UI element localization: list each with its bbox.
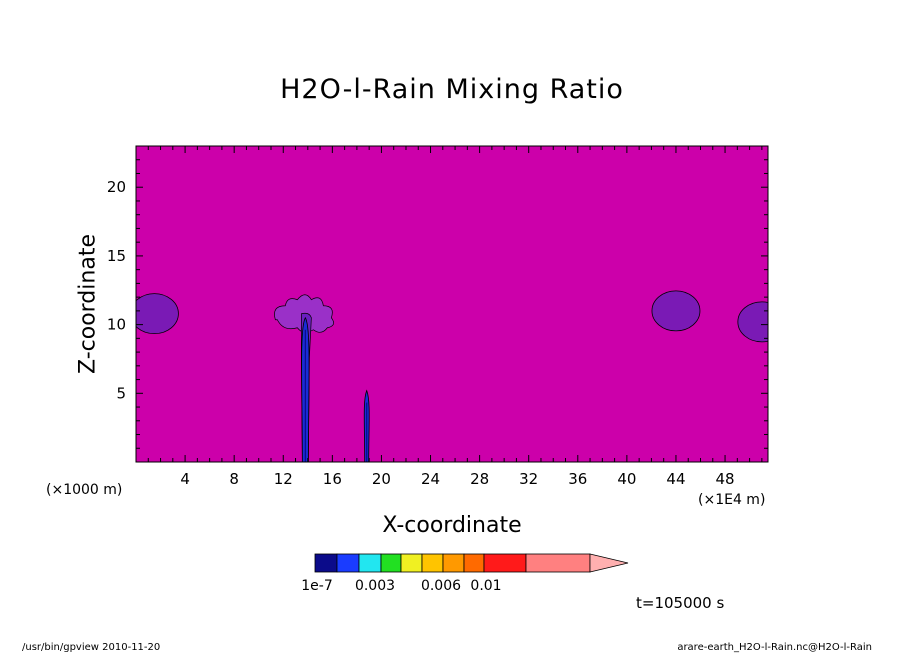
footer-right: arare-earth_H2O-l-Rain.nc@H2O-l-Rain [677,642,872,653]
chart-title: H2O-l-Rain Mixing Ratio [280,74,624,105]
x-unit-label: (×1000 m) [46,482,123,498]
x-tick-label: 40 [617,470,636,488]
y-tick-label: 20 [107,178,126,196]
colorbar-cell [421,553,444,573]
colorbar-cell [314,553,338,573]
x-tick-label: 12 [274,470,293,488]
colorbar-label: 0.003 [355,578,395,594]
x-tick-label: 24 [421,470,440,488]
y-axis-label: Z-coordinate [75,234,101,374]
plot-frame [135,145,769,463]
x-scale-note: (×1E4 m) [698,492,766,508]
x-tick-label: 36 [568,470,587,488]
colorbar-extension [589,553,629,573]
purple-blob-0 [136,293,179,335]
y-tick-label: 15 [107,247,126,265]
purple-blob-1 [651,290,701,332]
x-tick-label: 48 [716,470,735,488]
colorbar-cell [442,553,465,573]
purple-blob-2 [737,301,768,343]
x-tick-label: 44 [666,470,685,488]
footer-left: /usr/bin/gpview 2010-11-20 [22,642,161,653]
colorbar-cell [525,553,591,573]
y-tick-label: 10 [107,316,126,334]
x-axis-label: X-coordinate [382,513,522,538]
colorbar-label: 1e-7 [301,578,332,594]
x-tick-label: 4 [180,470,190,488]
colorbar-cell [336,553,360,573]
y-tick-label: 5 [116,384,126,402]
colorbar-cell [483,553,527,573]
colorbar-cell [380,553,402,573]
x-tick-label: 32 [519,470,538,488]
x-tick-label: 20 [372,470,391,488]
colorbar-label: 0.01 [470,578,501,594]
x-tick-label: 8 [229,470,239,488]
x-tick-label: 16 [323,470,342,488]
time-label: t=105000 s [636,594,725,612]
colorbar-label: 0.006 [421,578,461,594]
colorbar-cell [463,553,485,573]
x-tick-label: 28 [470,470,489,488]
colorbar-cell [400,553,423,573]
colorbar-cell [358,553,382,573]
